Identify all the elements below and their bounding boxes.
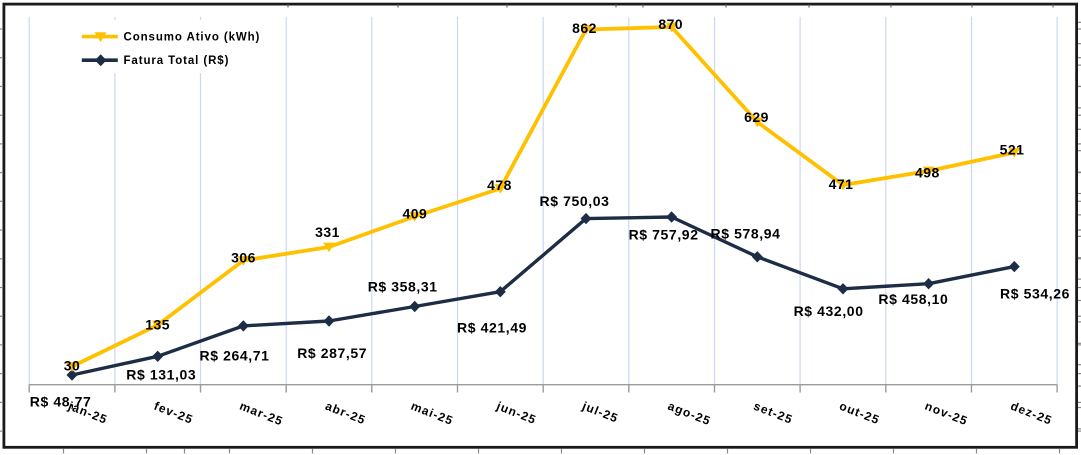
- svg-text:R$ 458,10: R$ 458,10: [878, 291, 948, 307]
- svg-text:521: 521: [1000, 142, 1025, 158]
- svg-text:R$ 578,94: R$ 578,94: [710, 226, 780, 242]
- svg-text:R$ 757,92: R$ 757,92: [629, 227, 699, 243]
- svg-text:478: 478: [487, 177, 512, 193]
- svg-text:30: 30: [64, 357, 80, 373]
- svg-text:471: 471: [829, 176, 854, 192]
- svg-text:R$ 421,49: R$ 421,49: [457, 320, 527, 336]
- svg-text:862: 862: [572, 20, 597, 36]
- svg-text:Consumo Ativo (kWh): Consumo Ativo (kWh): [124, 32, 261, 44]
- svg-text:R$ 264,71: R$ 264,71: [199, 348, 269, 364]
- svg-text:135: 135: [145, 316, 170, 332]
- svg-text:R$ 534,26: R$ 534,26: [1000, 286, 1070, 302]
- svg-text:498: 498: [915, 165, 940, 181]
- svg-text:331: 331: [315, 224, 340, 240]
- svg-text:Fatura Total (R$): Fatura Total (R$): [124, 55, 230, 67]
- svg-text:R$ 131,03: R$ 131,03: [126, 367, 196, 383]
- svg-text:306: 306: [231, 249, 256, 265]
- svg-text:409: 409: [403, 205, 428, 221]
- svg-text:R$ 750,03: R$ 750,03: [539, 193, 609, 209]
- svg-text:R$ 287,57: R$ 287,57: [297, 345, 367, 361]
- svg-text:870: 870: [658, 16, 683, 32]
- svg-text:629: 629: [744, 109, 769, 125]
- svg-text:R$ 432,00: R$ 432,00: [794, 303, 864, 319]
- svg-text:R$ 358,31: R$ 358,31: [368, 278, 438, 294]
- svg-text:R$ 48,77: R$ 48,77: [30, 393, 92, 409]
